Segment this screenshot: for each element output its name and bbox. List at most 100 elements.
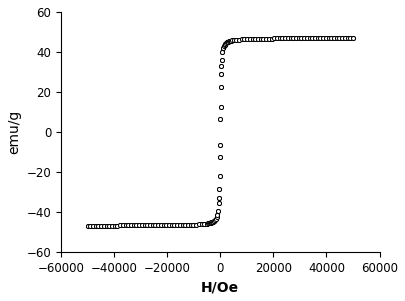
Point xyxy=(227,39,233,43)
Point xyxy=(136,223,142,228)
Point xyxy=(293,36,299,41)
Point xyxy=(204,221,210,226)
Point xyxy=(217,154,223,159)
Point xyxy=(144,223,151,228)
Point xyxy=(320,36,326,41)
Point xyxy=(314,36,321,41)
Point xyxy=(119,223,126,228)
Point xyxy=(342,36,348,41)
Point xyxy=(111,223,118,228)
Point xyxy=(166,223,172,228)
Point xyxy=(225,39,232,44)
Point xyxy=(205,221,211,226)
Point xyxy=(306,36,313,41)
Point xyxy=(296,36,302,41)
Point xyxy=(216,187,223,192)
Point xyxy=(114,223,121,228)
Point xyxy=(252,36,258,41)
Point xyxy=(309,36,315,41)
Point xyxy=(325,36,332,41)
Point xyxy=(312,36,318,41)
Point xyxy=(147,223,153,228)
Point xyxy=(228,38,234,43)
Point xyxy=(230,38,237,42)
Point xyxy=(249,36,256,41)
Point xyxy=(208,220,215,225)
Point xyxy=(225,39,232,44)
Point xyxy=(347,36,354,41)
Point xyxy=(185,222,191,227)
Point xyxy=(221,44,227,49)
Point xyxy=(218,72,224,77)
Point xyxy=(205,221,211,226)
Point xyxy=(263,36,269,41)
Point xyxy=(210,219,217,224)
Point xyxy=(218,64,224,68)
Point xyxy=(196,222,202,227)
Point xyxy=(122,223,129,228)
Point xyxy=(217,85,224,90)
Point xyxy=(109,223,115,228)
Point xyxy=(117,223,124,228)
Point xyxy=(155,223,161,228)
Point xyxy=(188,222,194,227)
Point xyxy=(190,222,197,227)
Point xyxy=(84,223,91,228)
Point xyxy=(207,221,213,225)
Point xyxy=(328,36,335,41)
Point xyxy=(268,36,275,41)
Point xyxy=(216,201,222,206)
Point xyxy=(133,223,140,228)
Point xyxy=(309,36,315,41)
Point xyxy=(122,223,129,228)
Point xyxy=(320,36,326,41)
Point xyxy=(182,222,188,227)
Point xyxy=(217,174,223,179)
Point xyxy=(158,223,164,228)
Point xyxy=(163,223,170,228)
Point xyxy=(84,223,91,228)
Point xyxy=(298,36,305,41)
Point xyxy=(290,36,296,41)
Point xyxy=(347,36,354,41)
Point xyxy=(211,218,217,223)
Point xyxy=(182,222,188,227)
Point xyxy=(163,223,170,228)
Point xyxy=(152,223,159,228)
Point xyxy=(211,218,217,223)
Point xyxy=(222,41,229,46)
Point xyxy=(128,223,134,228)
Point xyxy=(130,223,137,228)
Point xyxy=(260,36,266,41)
Point xyxy=(296,36,302,41)
Point xyxy=(287,36,294,41)
Point xyxy=(114,223,121,228)
Point xyxy=(224,40,230,45)
Point xyxy=(241,37,247,42)
Point xyxy=(344,36,351,41)
Point xyxy=(249,36,256,41)
Point xyxy=(298,36,305,41)
Point xyxy=(166,223,172,228)
Point xyxy=(207,220,214,225)
Point xyxy=(228,39,234,43)
Point xyxy=(179,223,186,228)
Point xyxy=(226,39,232,44)
Point xyxy=(331,36,337,41)
Point xyxy=(152,223,159,228)
Point xyxy=(344,36,351,41)
Point xyxy=(224,39,231,44)
Point xyxy=(217,174,223,179)
Point xyxy=(217,142,224,147)
Point xyxy=(274,36,280,41)
Point xyxy=(155,223,161,228)
Point xyxy=(220,46,226,51)
Point xyxy=(230,38,237,42)
Point xyxy=(213,215,220,220)
Point xyxy=(236,37,242,42)
Point xyxy=(209,220,215,225)
Point xyxy=(247,36,253,41)
Point xyxy=(317,36,324,41)
Point xyxy=(207,220,214,225)
Point xyxy=(216,187,223,192)
